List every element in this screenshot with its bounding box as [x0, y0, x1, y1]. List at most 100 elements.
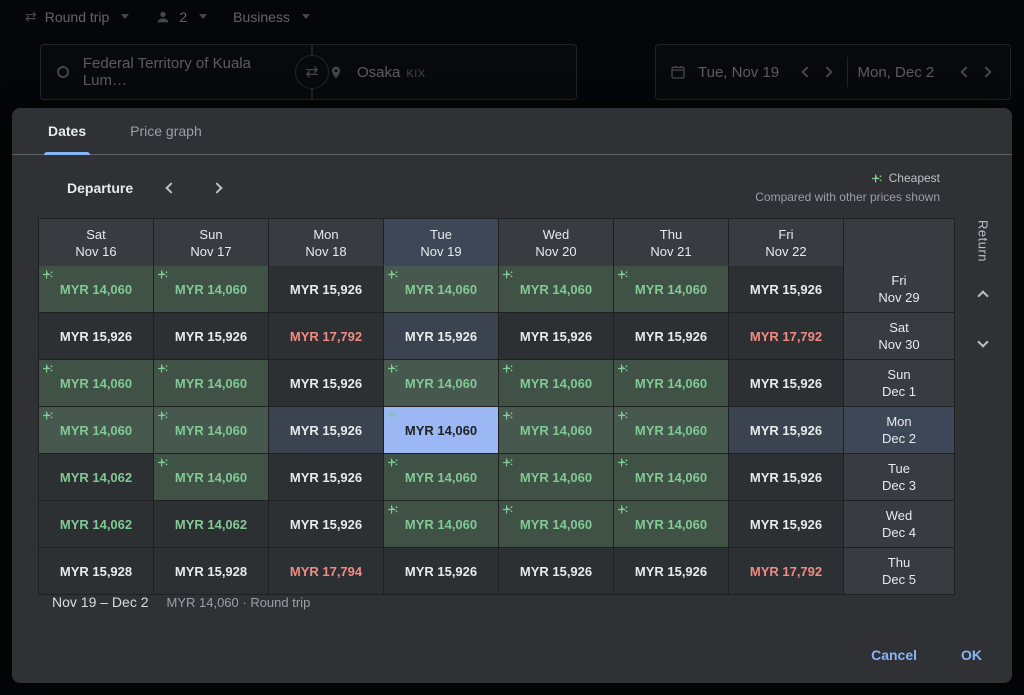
departure-day-header[interactable]: Mon Nov 18 [269, 219, 383, 266]
person-icon [157, 11, 169, 22]
price-cell[interactable]: MYR 14,060 [384, 454, 498, 500]
price-cell[interactable]: MYR 15,926 [729, 407, 843, 453]
price-cell[interactable]: MYR 15,926 [614, 313, 728, 359]
dates-field[interactable]: Tue, Nov 19 Mon, Dec 2 [655, 44, 1011, 100]
return-scroll-up-button[interactable] [975, 288, 991, 304]
return-day-cell[interactable]: Fri Nov 29 [844, 266, 954, 312]
price-value: MYR 14,060 [519, 422, 593, 438]
departure-next-button[interactable] [209, 180, 225, 196]
price-cell[interactable]: MYR 17,792 [729, 548, 843, 594]
price-cell[interactable]: MYR 17,792 [729, 313, 843, 359]
price-cell[interactable]: MYR 14,060 [154, 266, 268, 312]
price-cell[interactable]: MYR 15,926 [729, 454, 843, 500]
price-cell[interactable]: MYR 14,060 [614, 360, 728, 406]
cheapest-sparkle-icon [618, 411, 628, 420]
cheapest-sparkle-icon [503, 411, 513, 420]
price-cell[interactable]: MYR 14,060 [39, 266, 153, 312]
price-cell[interactable]: MYR 17,794 [269, 548, 383, 594]
return-date-prev-icon[interactable] [960, 66, 972, 78]
ok-button[interactable]: OK [961, 647, 982, 663]
price-cell[interactable]: MYR 14,060 [384, 360, 498, 406]
return-day-cell[interactable]: Wed Dec 4 [844, 501, 954, 547]
price-cell[interactable]: MYR 14,060 [384, 266, 498, 312]
price-cell[interactable]: MYR 15,926 [269, 360, 383, 406]
price-cell[interactable]: MYR 14,060 [614, 266, 728, 312]
price-cell[interactable]: MYR 14,060 [499, 360, 613, 406]
price-cell[interactable]: MYR 14,060 [154, 407, 268, 453]
price-cell[interactable]: MYR 14,060 [499, 501, 613, 547]
price-cell[interactable]: MYR 14,060 [499, 266, 613, 312]
price-cell[interactable]: MYR 14,060 [39, 360, 153, 406]
price-cell[interactable]: MYR 14,060 [614, 407, 728, 453]
price-cell[interactable]: MYR 15,926 [614, 548, 728, 594]
dialog-tabbar: Dates Price graph [12, 108, 1012, 155]
price-cell[interactable]: MYR 14,060 [499, 454, 613, 500]
price-cell[interactable]: MYR 15,926 [384, 313, 498, 359]
departure-day-header[interactable]: Thu Nov 21 [614, 219, 728, 266]
price-cell[interactable]: MYR 14,060 [614, 454, 728, 500]
price-value: MYR 14,060 [59, 422, 133, 438]
passenger-select[interactable]: 2 [155, 9, 208, 25]
departure-day-header[interactable]: Tue Nov 19 [384, 219, 498, 266]
destination-field[interactable]: Osaka KIX [312, 44, 577, 100]
price-cell[interactable]: MYR 15,928 [39, 548, 153, 594]
selected-price-cell[interactable]: MYR 14,060 [384, 407, 498, 453]
price-cell[interactable]: MYR 14,060 [154, 454, 268, 500]
cheapest-sparkle-icon [503, 458, 513, 467]
cabin-class-select[interactable]: Business [233, 9, 310, 25]
search-options-bar: ⇄ Round trip 2 Business [25, 8, 310, 25]
price-cell[interactable]: MYR 17,792 [269, 313, 383, 359]
return-scroll-down-button[interactable] [975, 334, 991, 350]
price-cell[interactable]: MYR 15,926 [39, 313, 153, 359]
price-cell[interactable]: MYR 15,926 [729, 501, 843, 547]
price-cell[interactable]: MYR 15,926 [154, 313, 268, 359]
return-day-cell[interactable]: Tue Dec 3 [844, 454, 954, 500]
tab-dates[interactable]: Dates [44, 108, 91, 155]
departure-day-header[interactable]: Sun Nov 17 [154, 219, 268, 266]
price-cell[interactable]: MYR 14,062 [39, 454, 153, 500]
price-cell[interactable]: MYR 15,926 [729, 266, 843, 312]
departure-day-header[interactable]: Sat Nov 16 [39, 219, 153, 266]
departure-day-header[interactable]: Fri Nov 22 [729, 219, 843, 266]
price-cell[interactable]: MYR 14,060 [154, 360, 268, 406]
origin-field[interactable]: Federal Territory of Kuala Lum… [40, 44, 312, 100]
cheapest-sparkle-icon [618, 364, 628, 373]
price-cell[interactable]: MYR 14,060 [614, 501, 728, 547]
date-picker-dialog: Dates Price graph Departure Cheapest Com… [12, 108, 1012, 683]
return-date-next-icon[interactable] [980, 66, 992, 78]
trip-type-select[interactable]: ⇄ Round trip [25, 8, 130, 25]
return-day-cell[interactable]: Thu Dec 5 [844, 548, 954, 594]
price-value: MYR 17,792 [749, 328, 823, 344]
price-cell[interactable]: MYR 14,060 [39, 407, 153, 453]
price-cell[interactable]: MYR 15,928 [154, 548, 268, 594]
price-cell[interactable]: MYR 15,926 [384, 548, 498, 594]
cheapest-sparkle-icon [871, 173, 882, 183]
price-value: MYR 14,060 [174, 375, 248, 391]
cheapest-sparkle-icon [388, 411, 398, 420]
swap-arrows-icon: ⇄ [305, 64, 319, 81]
price-cell[interactable]: MYR 14,062 [39, 501, 153, 547]
price-cell[interactable]: MYR 15,926 [269, 454, 383, 500]
price-cell[interactable]: MYR 15,926 [729, 360, 843, 406]
return-day-cell[interactable]: Sun Dec 1 [844, 360, 954, 406]
cheapest-sparkle-icon [388, 458, 398, 467]
swap-locations-button[interactable]: ⇄ [295, 55, 329, 89]
price-cell[interactable]: MYR 15,926 [499, 313, 613, 359]
price-cell[interactable]: MYR 15,926 [269, 407, 383, 453]
price-cell[interactable]: MYR 14,060 [384, 501, 498, 547]
price-value: MYR 15,926 [404, 563, 478, 579]
price-cell[interactable]: MYR 15,926 [269, 501, 383, 547]
cancel-button[interactable]: Cancel [871, 647, 917, 663]
price-cell[interactable]: MYR 14,060 [499, 407, 613, 453]
price-cell[interactable]: MYR 15,926 [269, 266, 383, 312]
departure-day-header[interactable]: Wed Nov 20 [499, 219, 613, 266]
tab-price-graph[interactable]: Price graph [130, 123, 202, 139]
cheapest-sparkle-icon [158, 458, 168, 467]
price-cell[interactable]: MYR 14,062 [154, 501, 268, 547]
departure-prev-button[interactable] [163, 180, 179, 196]
return-day-cell[interactable]: Sat Nov 30 [844, 313, 954, 359]
return-day-cell[interactable]: Mon Dec 2 [844, 407, 954, 453]
depart-date-prev-icon[interactable] [800, 66, 813, 78]
depart-date-next-icon[interactable] [820, 66, 833, 78]
price-cell[interactable]: MYR 15,926 [499, 548, 613, 594]
